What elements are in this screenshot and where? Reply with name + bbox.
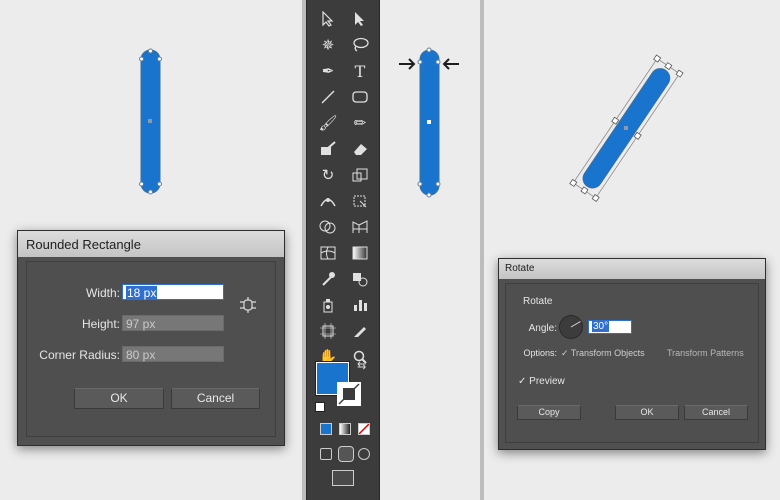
arrow-right-icon: [399, 58, 416, 70]
copy-button[interactable]: Copy: [517, 405, 581, 420]
corner-radius-field[interactable]: 80 px: [122, 346, 224, 362]
divider-right: [480, 0, 484, 500]
column-graph-tool-icon[interactable]: [347, 294, 373, 316]
preview-label: Preview: [529, 376, 565, 387]
none-mode-icon[interactable]: [358, 423, 370, 435]
width-label: Width:: [85, 286, 120, 300]
perspective-grid-tool-icon[interactable]: [347, 216, 373, 238]
ok-button[interactable]: OK: [74, 388, 164, 409]
eraser-tool-icon[interactable]: [347, 138, 373, 160]
paintbrush-tool-icon[interactable]: 🖌: [318, 114, 338, 132]
type-tool-icon[interactable]: T: [354, 61, 366, 81]
width-tool-icon[interactable]: [315, 190, 341, 212]
dialog-title: Rounded Rectangle: [26, 237, 141, 252]
angle-dial[interactable]: [558, 314, 584, 340]
options-label: Options:: [523, 348, 557, 358]
transform-objects-checkbox[interactable]: ✓ Transform Objects: [561, 348, 645, 358]
cancel-button[interactable]: Cancel: [171, 388, 260, 409]
swap-colors-icon[interactable]: ⇆: [357, 360, 367, 372]
zoom-tool-icon[interactable]: [347, 346, 373, 368]
mesh-tool-icon[interactable]: [315, 242, 341, 264]
draw-inside-icon[interactable]: [358, 448, 370, 460]
scale-tool-icon[interactable]: [347, 164, 373, 186]
tools-panel: ✵ ✒ T 🖌 ✏ ↻: [306, 0, 380, 500]
width-field[interactable]: 18 px: [122, 284, 224, 300]
rotate-dialog: Rotate Rotate Angle: 30° Options: ✓ Tran…: [498, 258, 766, 450]
free-transform-tool-icon[interactable]: [347, 190, 373, 212]
lasso-tool-icon[interactable]: [347, 34, 373, 56]
selection-tool-icon[interactable]: [315, 8, 341, 30]
bounding-box-handles[interactable]: [569, 54, 684, 203]
angle-value: 30°: [592, 321, 610, 332]
slice-tool-icon[interactable]: [347, 320, 373, 342]
ok-button[interactable]: OK: [615, 405, 679, 420]
blend-tool-icon[interactable]: [347, 268, 373, 290]
hand-tool-icon[interactable]: ✋: [318, 348, 338, 366]
pencil-tool-icon[interactable]: ✏: [353, 114, 367, 132]
height-field[interactable]: 97 px: [122, 315, 224, 331]
rotate-section-label: Rotate: [523, 296, 553, 307]
angle-field[interactable]: 30°: [588, 320, 632, 334]
center-point: [624, 126, 628, 130]
dialog-titlebar[interactable]: Rotate: [499, 259, 765, 279]
stroke-swatch[interactable]: [337, 382, 361, 406]
draw-normal-icon[interactable]: [320, 448, 332, 460]
transform-objects-label: Transform Objects: [570, 348, 645, 358]
divider-left: [302, 0, 306, 500]
fill-swatch[interactable]: [316, 362, 349, 395]
direct-selection-tool-icon[interactable]: [347, 8, 373, 30]
screen-mode-icon[interactable]: [332, 470, 354, 486]
rotate-tool-icon[interactable]: ↻: [321, 166, 335, 184]
dialog-titlebar[interactable]: Rounded Rectangle: [18, 231, 284, 257]
corner-radius-label: Corner Radius:: [39, 348, 120, 362]
color-mode-icon[interactable]: [320, 423, 332, 435]
height-label: Height:: [81, 317, 120, 331]
cancel-button[interactable]: Cancel: [684, 405, 748, 420]
transform-patterns-label: Transform Patterns: [667, 348, 744, 358]
magic-wand-tool-icon[interactable]: ✵: [321, 36, 335, 54]
preview-checkbox[interactable]: ✓ Preview: [518, 376, 565, 387]
arrow-left-icon: [442, 58, 459, 70]
blob-brush-tool-icon[interactable]: [315, 138, 341, 160]
gradient-mode-icon[interactable]: [339, 423, 351, 435]
rounded-rectangle-middle[interactable]: [417, 47, 441, 198]
pen-tool-icon[interactable]: ✒: [321, 62, 335, 80]
constrain-proportions-icon[interactable]: [239, 297, 257, 318]
gradient-tool-icon[interactable]: [347, 242, 373, 264]
artboard-tool-icon[interactable]: [315, 320, 341, 342]
symbol-sprayer-tool-icon[interactable]: [315, 294, 341, 316]
rounded-rectangle-dialog: Rounded Rectangle Width: 18 px Height: 9…: [17, 230, 285, 446]
width-value: 18 px: [126, 286, 158, 300]
angle-label: Angle:: [528, 323, 557, 334]
transform-patterns-checkbox[interactable]: Transform Patterns: [667, 348, 744, 358]
shape-builder-tool-icon[interactable]: [315, 216, 341, 238]
dialog-title: Rotate: [505, 263, 535, 274]
draw-behind-icon[interactable]: [338, 446, 354, 462]
eyedropper-tool-icon[interactable]: [315, 268, 341, 290]
rounded-rectangle-left[interactable]: [139, 48, 162, 195]
rectangle-tool-icon[interactable]: [347, 86, 373, 108]
line-tool-icon[interactable]: [315, 86, 341, 108]
default-colors-icon[interactable]: [315, 402, 325, 412]
